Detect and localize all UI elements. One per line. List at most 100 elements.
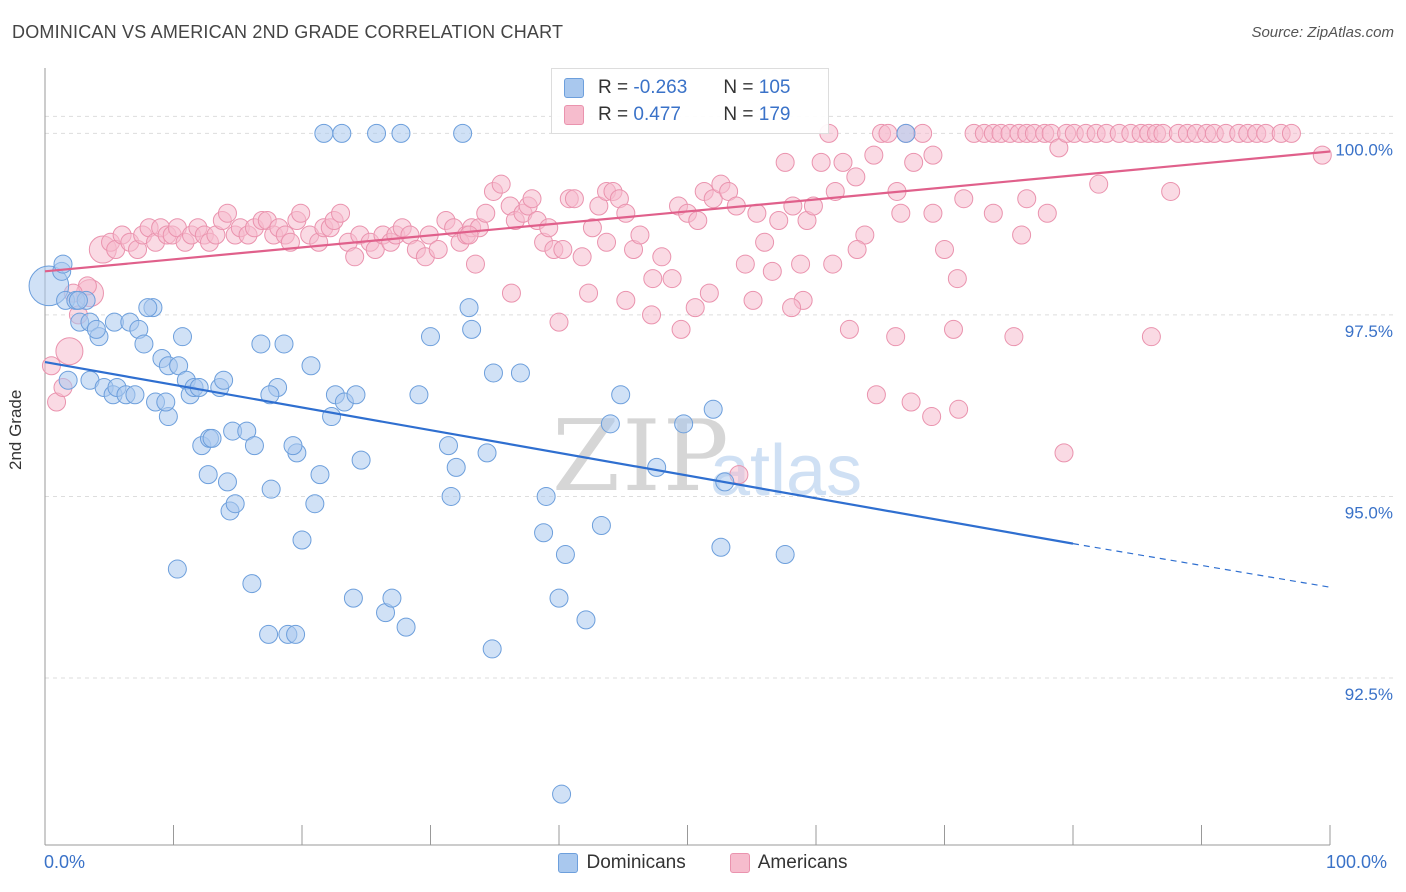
data-point: [459, 225, 479, 245]
legend-item-americans[interactable]: Americans: [729, 852, 848, 874]
data-point: [391, 123, 411, 143]
data-point: [949, 399, 969, 419]
data-point: [642, 305, 662, 325]
data-point: [549, 588, 569, 608]
data-point: [167, 559, 187, 579]
data-point: [572, 247, 592, 267]
data-point: [1141, 327, 1161, 347]
data-point: [446, 457, 466, 477]
legend-n-value: 179: [758, 104, 791, 125]
data-point: [343, 588, 363, 608]
data-point: [482, 639, 502, 659]
y-tick-label: 97.5%: [1345, 322, 1393, 341]
legend-n-label: N =: [723, 77, 754, 98]
data-point: [261, 479, 281, 499]
data-point: [367, 123, 387, 143]
data-point: [1017, 189, 1037, 209]
data-point: [825, 181, 845, 201]
legend-row-americans: R = 0.477 N = 179: [564, 102, 790, 128]
data-point: [522, 189, 542, 209]
data-point: [305, 494, 325, 514]
data-point: [643, 269, 663, 289]
series-legend: Dominicans Americans: [0, 852, 1406, 874]
data-point: [1089, 174, 1109, 194]
data-point: [465, 254, 485, 274]
legend-r-label: R =: [598, 104, 629, 125]
data-point: [762, 261, 782, 281]
axes: [44, 68, 1331, 846]
data-point: [462, 319, 482, 339]
data-point: [743, 290, 763, 310]
dominicans-trend-extension: [1072, 543, 1331, 588]
source-label: Source: ZipAtlas.com: [1251, 24, 1394, 41]
data-point: [1281, 123, 1301, 143]
data-point: [346, 385, 366, 405]
data-point: [549, 312, 569, 332]
data-point: [86, 319, 106, 339]
data-point: [534, 523, 554, 543]
data-point: [579, 283, 599, 303]
data-point: [156, 392, 176, 412]
data-point: [923, 203, 943, 223]
blue-swatch: [564, 78, 584, 98]
data-point: [459, 298, 479, 318]
data-point: [783, 196, 803, 216]
data-point: [600, 414, 620, 434]
data-point: [847, 240, 867, 260]
data-point: [904, 152, 924, 172]
legend-r-label: R =: [598, 77, 629, 98]
data-point: [259, 624, 279, 644]
data-point: [198, 465, 218, 485]
data-point: [553, 240, 573, 260]
data-point: [954, 189, 974, 209]
data-point: [913, 123, 933, 143]
data-point: [935, 240, 954, 260]
data-point: [453, 123, 473, 143]
data-point: [501, 283, 521, 303]
americans-trend-line: [44, 150, 1331, 273]
data-point: [382, 588, 402, 608]
data-point: [322, 407, 342, 427]
data-point: [943, 319, 963, 339]
data-point: [421, 327, 440, 347]
data-point: [775, 545, 795, 565]
data-point: [1037, 203, 1057, 223]
y-tick-label: 95.0%: [1345, 503, 1393, 522]
data-point: [125, 385, 145, 405]
data-point: [591, 515, 611, 535]
legend-r-value: -0.263: [633, 77, 688, 98]
data-point: [539, 218, 559, 238]
data-point: [351, 450, 371, 470]
data-point: [280, 232, 300, 252]
legend-label-dominicans: Dominicans: [586, 852, 686, 873]
data-point: [217, 472, 237, 492]
data-point: [652, 247, 672, 267]
data-point: [685, 298, 705, 318]
data-point: [274, 334, 294, 354]
data-point: [1012, 225, 1032, 245]
y-tick-labels: 92.5% 95.0% 97.5% 100.0%: [1335, 140, 1393, 704]
data-point: [947, 269, 967, 289]
data-point: [345, 247, 365, 267]
data-point: [833, 152, 853, 172]
data-point: [775, 152, 795, 172]
data-point: [314, 123, 334, 143]
data-point: [438, 436, 458, 456]
data-point: [647, 457, 667, 477]
data-point: [866, 385, 886, 405]
correlation-legend: R = -0.263 N = 105 R = 0.477 N = 179: [551, 68, 829, 134]
data-point: [611, 385, 631, 405]
data-point: [396, 617, 416, 637]
data-point: [283, 436, 303, 456]
pink-swatch: [729, 853, 750, 873]
data-point: [55, 337, 84, 366]
data-point: [409, 385, 429, 405]
blue-swatch: [558, 853, 579, 873]
legend-item-dominicans[interactable]: Dominicans: [558, 852, 686, 874]
data-point: [552, 784, 572, 804]
data-point: [671, 319, 691, 339]
data-point: [1004, 327, 1024, 347]
data-point: [711, 537, 731, 557]
x-tick-label-max: 100.0%: [1326, 852, 1388, 872]
americans-points: [41, 123, 1332, 485]
